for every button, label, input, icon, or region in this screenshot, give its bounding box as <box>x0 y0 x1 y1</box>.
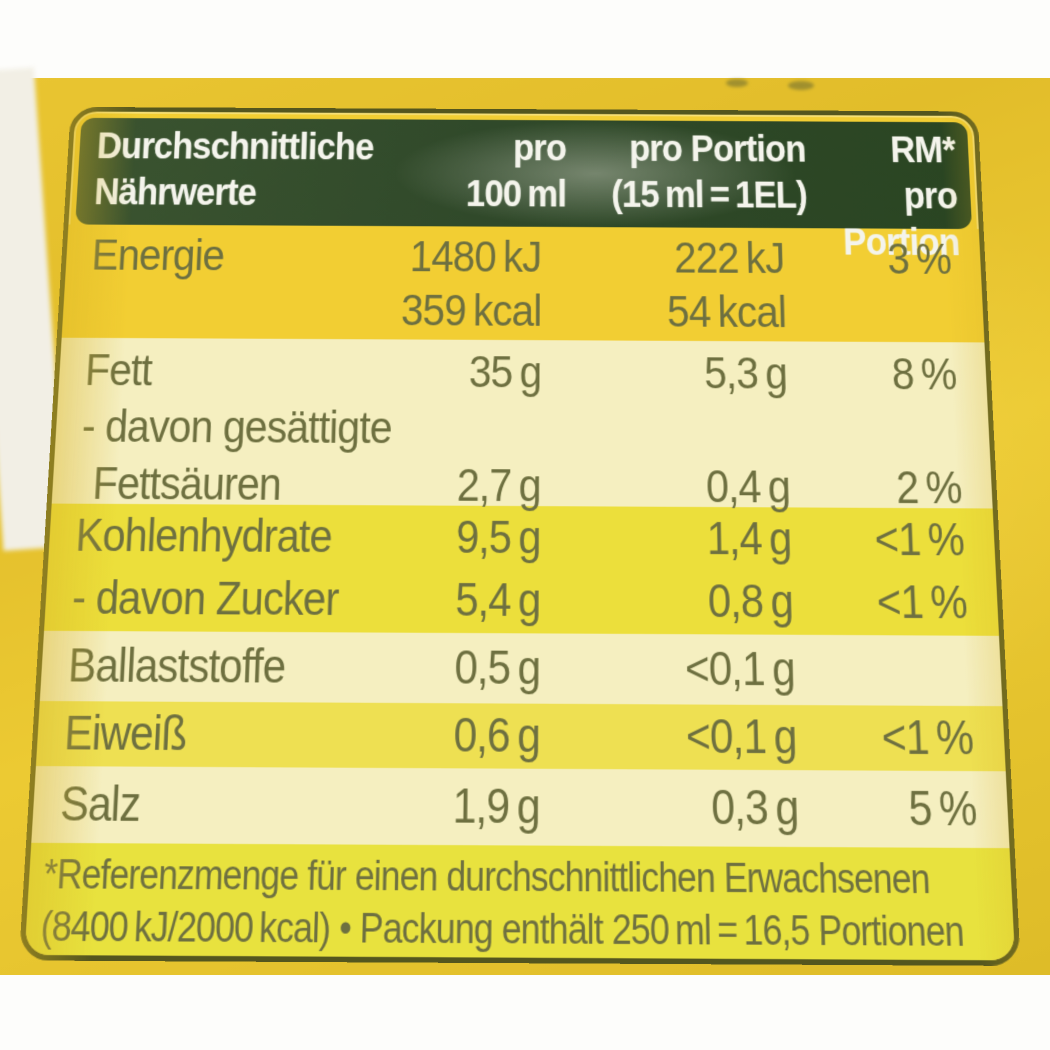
header-rm-line1: RM* <box>889 130 956 171</box>
eiweiss-rm: <1 % <box>881 709 975 765</box>
row-fett-group: Fett 35 g 5,3 g 8 % - davon gesättigte F… <box>51 337 993 513</box>
footnote-line2: (8400 kJ/2000 kcal) • Packung enthält 25… <box>39 904 965 956</box>
ballaststoffe-label: Ballaststoffe <box>66 638 287 693</box>
row-eiweiss: Eiweiß 0,6 g <0,1 g <1 % <box>35 701 1006 772</box>
kohlenhydrate-label: Kohlenhydrate <box>74 508 333 563</box>
package-photo: Durchschnittliche Nährwerte pro 100 ml p… <box>0 67 1050 975</box>
energie-per-100ml: 1480 kJ 359 kcal <box>400 231 542 336</box>
ballaststoffe-rm <box>794 635 1002 704</box>
kohlenhydrate-rm: <1 % <box>874 512 966 566</box>
kohlenhydrate-per-100ml: 9,5 g <box>456 510 542 564</box>
ballaststoffe-per-portion: <0,1 g <box>685 641 796 696</box>
zucker-label: - davon Zucker <box>70 570 340 626</box>
header-per-100ml-line2: 100 ml <box>465 173 567 215</box>
energie-per-portion: 222 kJ 54 kcal <box>666 233 787 337</box>
print-speck <box>788 81 814 90</box>
ballaststoffe-per-100ml: 0,5 g <box>454 640 541 695</box>
eiweiss-label: Eiweiß <box>63 705 188 761</box>
salz-rm: 5 % <box>907 780 978 837</box>
nutrition-panel-border: Durchschnittliche Nährwerte pro 100 ml p… <box>18 106 1021 966</box>
salz-label: Salz <box>58 775 142 832</box>
salz-per-portion: 0,3 g <box>710 779 800 836</box>
fett-per-portion: 5,3 g <box>703 347 788 399</box>
row-ballaststoffe: Ballaststoffe 0,5 g <0,1 g <box>39 630 1003 707</box>
energie-label: Energie <box>90 230 226 280</box>
eiweiss-per-100ml: 0,6 g <box>453 707 541 763</box>
header-per-portion-line2: (15 ml = 1EL) <box>611 174 808 217</box>
gesaettigte-label-line1: - davon gesättigte <box>80 400 393 453</box>
fett-rm: 8 % <box>891 348 958 400</box>
nutrition-panel: Durchschnittliche Nährwerte pro 100 ml p… <box>18 106 1021 966</box>
zucker-per-100ml: 5,4 g <box>455 572 541 627</box>
salz-per-100ml: 1,9 g <box>452 777 541 834</box>
footnote: *Referenzmenge für einen durchschnittlic… <box>24 842 1016 964</box>
fett-label: Fett <box>83 344 154 396</box>
print-speck <box>726 79 748 87</box>
table-header: Durchschnittliche Nährwerte pro 100 ml p… <box>75 117 973 264</box>
kohlenhydrate-per-portion: 1,4 g <box>706 511 793 565</box>
header-nutrients-line1: Durchschnittliche <box>95 126 374 168</box>
fett-per-100ml: 35 g <box>468 346 542 398</box>
eiweiss-per-portion: <0,1 g <box>685 708 798 764</box>
row-salz: Salz 1,9 g 0,3 g 5 % <box>31 766 1010 849</box>
zucker-rm: <1 % <box>876 575 969 629</box>
header-per-100ml-line1: pro <box>512 128 567 169</box>
header-per-portion-line1: pro Portion <box>629 128 806 170</box>
footnote-line1: *Referenzmenge für einen durchschnittlic… <box>42 852 931 903</box>
zucker-per-portion: 0,8 g <box>707 574 794 628</box>
header-nutrients-line2: Nährwerte <box>93 171 257 214</box>
row-kohlenhydrate-group: Kohlenhydrate 9,5 g 1,4 g <1 % - davon Z… <box>44 503 1000 636</box>
